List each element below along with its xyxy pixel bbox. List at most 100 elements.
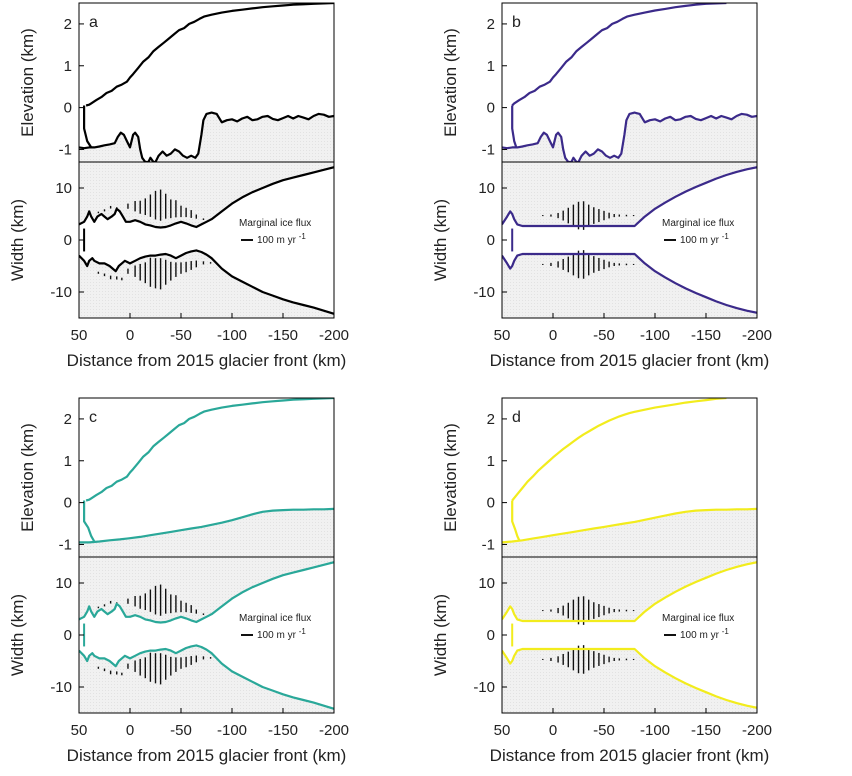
x-axis-label: Distance from 2015 glacier front (km) — [67, 746, 347, 765]
x-tick-label: 50 — [494, 722, 511, 739]
calving-front-line — [83, 500, 96, 543]
elevation-tick-label: 1 — [64, 453, 72, 470]
elevation-tick-label: 2 — [64, 16, 72, 33]
legend-title: Marginal ice flux — [662, 613, 734, 624]
x-tick-label: -50 — [593, 722, 615, 739]
panel-letter: a — [89, 14, 98, 31]
width-tick-label: 0 — [487, 627, 495, 644]
width-lower-line — [79, 249, 334, 315]
x-tick-label: 50 — [71, 327, 88, 344]
bed-line — [502, 111, 757, 162]
x-tick-label: 50 — [494, 327, 511, 344]
x-tick-label: -150 — [268, 327, 298, 344]
bed-line — [79, 111, 334, 162]
width-tick-label: -10 — [473, 284, 495, 301]
elevation-axis-label: Elevation (km) — [441, 28, 460, 137]
width-upper-line — [502, 166, 757, 228]
width-upper-line — [79, 166, 334, 229]
width-tick-label: -10 — [50, 679, 72, 696]
width-plot-a — [79, 162, 334, 318]
elevation-axis-label: Elevation (km) — [441, 423, 460, 532]
elevation-tick-label: -1 — [482, 141, 495, 158]
width-lower-line — [502, 252, 757, 314]
width-tick-label: 0 — [64, 232, 72, 249]
valley-wall-fill-upper — [502, 162, 757, 226]
width-plot-c — [79, 557, 334, 713]
valley-wall-fill-upper — [502, 557, 757, 621]
width-tick-label: 10 — [55, 180, 72, 197]
elevation-tick-label: 1 — [64, 58, 72, 75]
surface-line — [85, 3, 334, 107]
bed-fill — [502, 112, 757, 162]
valley-wall-fill-lower — [79, 250, 334, 318]
width-axis-label: Width (km) — [431, 199, 450, 281]
valley-wall-fill-lower — [502, 649, 757, 713]
x-axis-label: Distance from 2015 glacier front (km) — [67, 351, 347, 370]
x-axis-label: Distance from 2015 glacier front (km) — [490, 746, 770, 765]
calving-front-line — [511, 105, 518, 148]
panel-letter: c — [89, 409, 97, 426]
calving-front-line — [511, 500, 521, 541]
elevation-plot-b — [502, 3, 757, 162]
x-tick-label: -100 — [640, 722, 670, 739]
legend-scale-label: 100 m yr -1 — [257, 627, 306, 641]
x-tick-label: 50 — [71, 722, 88, 739]
elevation-tick-label: 2 — [487, 411, 495, 428]
x-tick-label: -150 — [691, 327, 721, 344]
legend-title: Marginal ice flux — [662, 218, 734, 229]
legend-title: Marginal ice flux — [239, 613, 311, 624]
legend-title: Marginal ice flux — [239, 218, 311, 229]
calving-front-line — [83, 105, 93, 148]
x-tick-label: -50 — [170, 327, 192, 344]
bed-line — [502, 507, 757, 544]
width-tick-label: 0 — [64, 627, 72, 644]
x-tick-label: -200 — [319, 722, 349, 739]
x-axis-label: Distance from 2015 glacier front (km) — [490, 351, 770, 370]
width-tick-label: -10 — [50, 284, 72, 301]
width-tick-label: 0 — [487, 232, 495, 249]
elevation-tick-label: 1 — [487, 453, 495, 470]
width-axis-label: Width (km) — [8, 594, 27, 676]
elevation-plot-a — [79, 3, 334, 162]
elevation-axis-label: Elevation (km) — [18, 28, 37, 137]
panel-letter: d — [512, 409, 521, 426]
x-tick-label: -150 — [691, 722, 721, 739]
x-tick-label: -200 — [742, 722, 772, 739]
legend-scale-label: 100 m yr -1 — [680, 627, 729, 641]
x-tick-label: 0 — [126, 327, 134, 344]
elevation-tick-label: 0 — [487, 495, 495, 512]
x-tick-label: -100 — [217, 327, 247, 344]
x-tick-label: -100 — [217, 722, 247, 739]
elevation-tick-label: 1 — [487, 58, 495, 75]
elevation-tick-label: -1 — [59, 141, 72, 158]
x-tick-label: -50 — [593, 327, 615, 344]
valley-wall-fill-upper — [79, 162, 334, 228]
elevation-tick-label: 0 — [64, 495, 72, 512]
width-lower-line — [502, 647, 757, 709]
width-tick-label: 10 — [478, 575, 495, 592]
surface-line — [511, 3, 727, 107]
elevation-tick-label: 2 — [64, 411, 72, 428]
elevation-tick-label: -1 — [482, 536, 495, 553]
x-tick-label: 0 — [549, 327, 557, 344]
panel-letter: b — [512, 14, 521, 31]
legend-scale-label: 100 m yr -1 — [680, 232, 729, 246]
bed-line — [79, 507, 334, 544]
elevation-plot-c — [79, 398, 334, 557]
valley-wall-fill-lower — [79, 645, 334, 713]
elevation-tick-label: 2 — [487, 16, 495, 33]
bed-fill — [502, 508, 757, 557]
x-tick-label: -50 — [170, 722, 192, 739]
width-axis-label: Width (km) — [8, 199, 27, 281]
surface-line — [85, 398, 334, 502]
elevation-tick-label: 0 — [64, 100, 72, 117]
bed-fill — [79, 508, 334, 557]
x-tick-label: -100 — [640, 327, 670, 344]
width-tick-label: 10 — [55, 575, 72, 592]
valley-wall-fill-upper — [79, 557, 334, 623]
width-axis-label: Width (km) — [431, 594, 450, 676]
